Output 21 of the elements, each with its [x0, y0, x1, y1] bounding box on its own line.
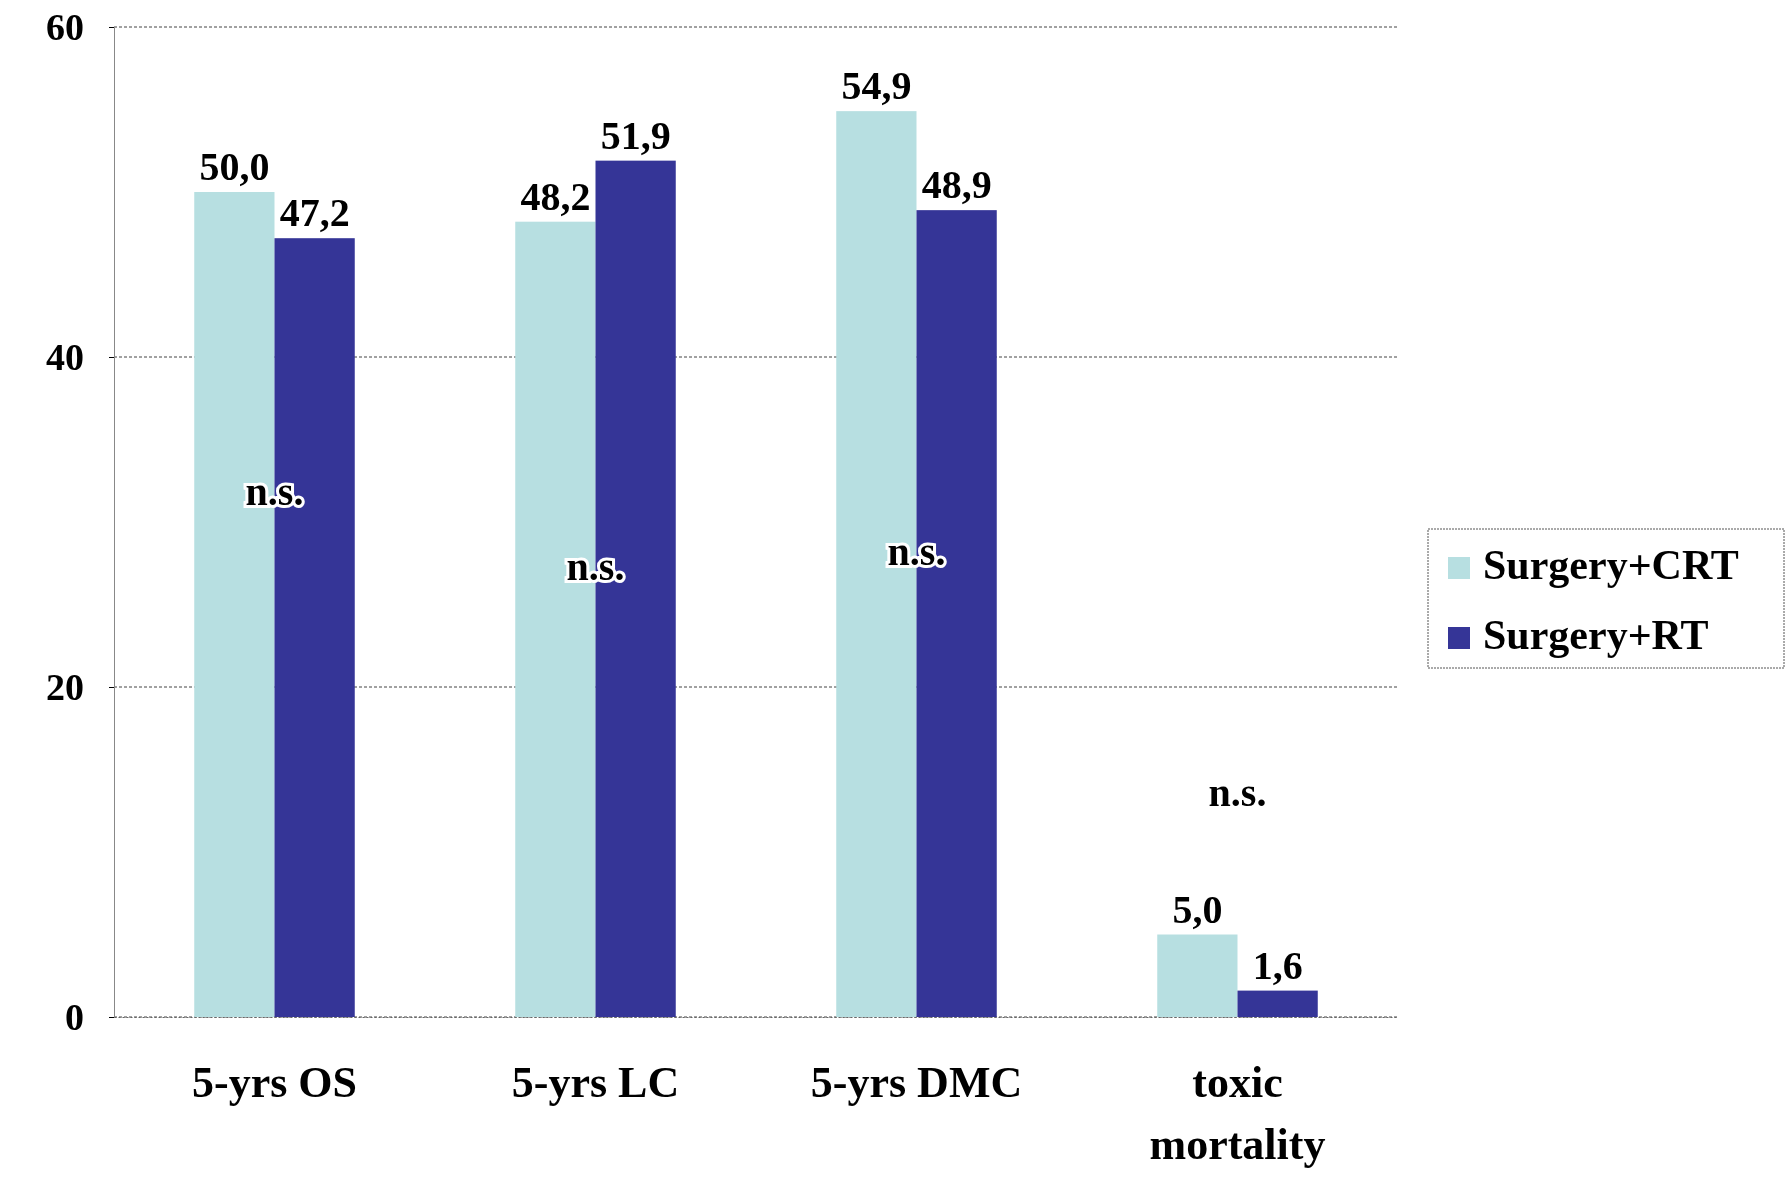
data-label: 47,2	[279, 190, 350, 236]
x-tick-label: 5-yrs LC	[511, 1058, 680, 1107]
bar	[1237, 990, 1318, 1017]
x-tick-label: 5-yrs DMC	[810, 1058, 1023, 1107]
annotation: n.s.	[1208, 770, 1267, 815]
data-label: 48,2	[520, 173, 591, 219]
data-label: 50,0	[199, 144, 270, 189]
data-label: 51,9	[600, 112, 671, 158]
y-tick-label: 40	[46, 335, 84, 378]
x-tick-label: 5-yrs OS	[192, 1058, 357, 1107]
y-tick-label: 20	[46, 665, 84, 708]
bar	[1157, 934, 1238, 1017]
data-label: 1,6	[1252, 942, 1303, 988]
legend-label: Surgery+CRT	[1483, 542, 1739, 588]
y-tick-label: 60	[46, 5, 84, 48]
data-label: 5,0	[1172, 886, 1223, 932]
data-label: 48,9	[921, 162, 992, 208]
legend-label: Surgery+RT	[1483, 612, 1709, 658]
data-label: 54,9	[841, 63, 912, 109]
x-tick-label: toxic mortality	[1149, 1058, 1326, 1169]
y-tick-label: 0	[65, 995, 84, 1038]
